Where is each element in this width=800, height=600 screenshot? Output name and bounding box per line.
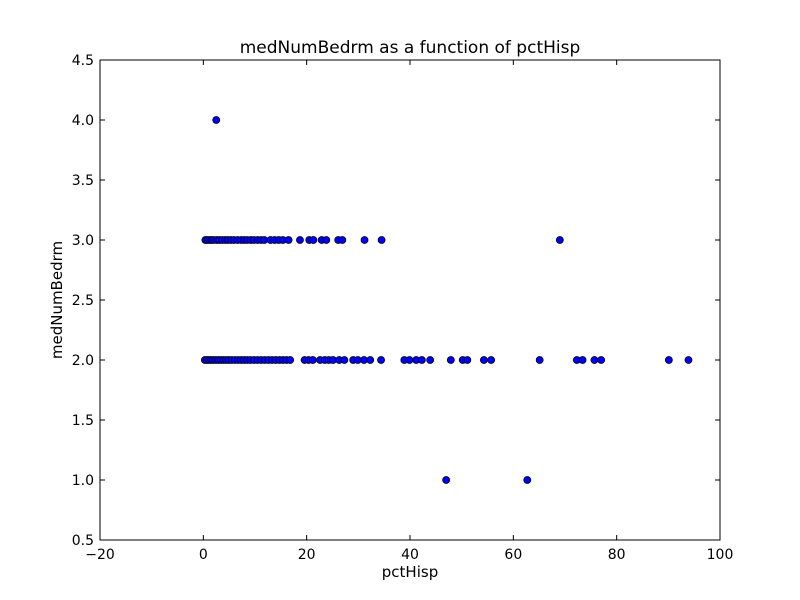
data-point [212, 116, 221, 124]
data-point [322, 236, 331, 244]
x-tick-label: 80 [608, 547, 626, 563]
x-tick-label: 60 [504, 547, 522, 563]
data-point [366, 356, 375, 364]
y-tick-label: 3.0 [72, 233, 94, 249]
data-point [535, 356, 544, 364]
data-point [523, 476, 532, 484]
axis-ticks: −20 0 20 40 60 80 100 0.5 1.0 1.5 2.0 2.5 3.0 3.5 4.0 4… [72, 53, 734, 563]
data-point [442, 476, 451, 484]
data-point [377, 236, 386, 244]
data-point [286, 356, 295, 364]
y-tick-label: 4.5 [72, 53, 94, 69]
plot-frame [99, 59, 721, 541]
y-tick-label: 3.5 [72, 173, 94, 189]
y-tick-label: 1.5 [72, 413, 94, 429]
data-point [308, 356, 317, 364]
x-axis-label: pctHisp [382, 563, 438, 581]
y-tick-label: 4.0 [72, 113, 94, 129]
chart-title: medNumBedrm as a function of pctHisp [240, 38, 581, 58]
data-point [340, 356, 349, 364]
data-point [284, 236, 293, 244]
data-point [590, 356, 599, 364]
data-point [684, 356, 693, 364]
y-axis-label: medNumBedrm [48, 241, 66, 359]
y-tick-label: 1.0 [72, 473, 94, 489]
y-tick-label: 2.5 [72, 293, 94, 309]
x-tick-label: 0 [199, 547, 208, 563]
data-point [296, 236, 304, 244]
x-tick-label: 20 [298, 547, 316, 563]
data-point [578, 356, 587, 364]
data-point [377, 356, 385, 364]
y-tick-label: 0.5 [72, 533, 94, 549]
data-point [597, 356, 606, 364]
x-tick-label: −20 [85, 547, 115, 563]
x-tick-label: 100 [707, 547, 734, 563]
data-point [446, 356, 455, 364]
data-point [664, 356, 673, 364]
data-point [426, 356, 435, 364]
data-point [360, 236, 369, 244]
data-point [555, 236, 564, 244]
x-tick-label: 40 [401, 547, 419, 563]
data-points [200, 116, 693, 484]
data-point [479, 356, 488, 364]
y-tick-label: 2.0 [72, 353, 94, 369]
data-point [309, 236, 318, 244]
data-point [405, 356, 414, 364]
data-point [487, 356, 496, 364]
data-point [417, 356, 426, 364]
data-point [338, 236, 347, 244]
data-point [463, 356, 472, 364]
